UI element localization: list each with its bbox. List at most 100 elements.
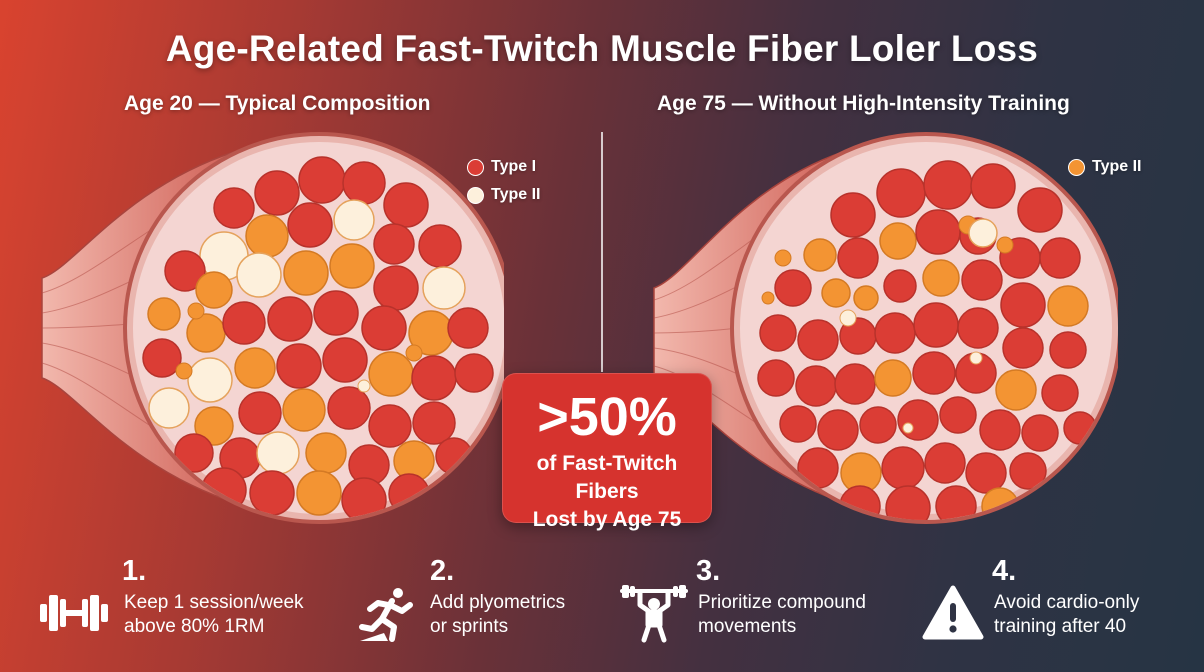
age-20-fiber bbox=[454, 353, 494, 393]
tip-line-1: Prioritize compound bbox=[698, 592, 866, 613]
age-20-fiber bbox=[373, 223, 415, 265]
age-20-fiber bbox=[222, 301, 266, 345]
callout-line-2: Lost by Age 75 bbox=[532, 508, 682, 531]
age-20-fiber bbox=[147, 297, 181, 331]
age-20-fiber bbox=[412, 401, 456, 445]
loss-callout-box: >50% of Fast-Twitch Fibers Lost by Age 7… bbox=[502, 373, 712, 531]
age-75-fiber bbox=[874, 312, 916, 354]
age-75-fiber bbox=[837, 237, 879, 279]
fiber-group-age-20 bbox=[142, 156, 494, 520]
tip-text: Keep 1 session/week above 80% 1RM bbox=[124, 591, 304, 639]
age-20-fiber bbox=[142, 338, 182, 378]
age-75-fiber bbox=[923, 160, 973, 210]
callout-description: of Fast-Twitch Fibers Lost by Age 75 bbox=[503, 450, 711, 534]
legend-type-2-left: Type II bbox=[467, 186, 541, 204]
age-75-fiber bbox=[969, 351, 983, 365]
legend-label-type-2-left: Type II bbox=[491, 186, 541, 203]
age-75-fiber bbox=[915, 209, 961, 255]
age-20-fiber bbox=[357, 379, 371, 393]
age-20-fiber bbox=[341, 477, 387, 520]
tip-number: 1. bbox=[122, 555, 147, 587]
age-20-fiber bbox=[411, 355, 457, 401]
age-75-fiber bbox=[979, 409, 1021, 451]
age-20-fiber bbox=[186, 313, 226, 353]
age-20-fiber bbox=[213, 187, 255, 229]
legend-label-type-2-right: Type II bbox=[1092, 158, 1142, 175]
age-75-fiber bbox=[853, 285, 879, 311]
tip-line-2: above 80% 1RM bbox=[124, 616, 265, 637]
age-75-fiber bbox=[1000, 282, 1046, 328]
dumbbell-icon bbox=[40, 595, 108, 631]
age-75-fiber bbox=[834, 363, 876, 405]
age-75-fiber bbox=[1047, 285, 1089, 327]
age-20-fiber bbox=[422, 266, 466, 310]
age-20-fiber bbox=[368, 404, 412, 448]
panel-divider bbox=[601, 132, 603, 372]
panel-heading-age-20: Age 20 — Typical Composition bbox=[124, 92, 431, 115]
age-20-fiber bbox=[249, 470, 295, 516]
age-20-fiber bbox=[313, 290, 359, 336]
legend-swatch-type-2-pale bbox=[467, 186, 484, 204]
age-20-fiber bbox=[368, 351, 414, 397]
age-20-fiber bbox=[333, 199, 375, 241]
age-75-fiber bbox=[883, 269, 917, 303]
legend-type-2-right: Type II bbox=[1068, 158, 1142, 176]
age-20-fiber bbox=[254, 170, 300, 216]
legend-swatch-type-2-orange bbox=[1068, 158, 1085, 176]
age-75-fiber bbox=[970, 163, 1016, 209]
tip-number: 4. bbox=[992, 555, 1017, 587]
age-20-fiber bbox=[418, 224, 462, 268]
tip-line-1: Add plyometrics bbox=[430, 592, 566, 613]
age-75-fiber bbox=[803, 238, 837, 272]
age-20-fiber bbox=[195, 271, 233, 309]
panel-heading-age-75: Age 75 — Without High-Intensity Training bbox=[657, 92, 1070, 115]
tip-line-2: training after 40 bbox=[994, 616, 1127, 637]
age-20-fiber bbox=[276, 343, 322, 389]
muscle-cross-section-age-75 bbox=[653, 132, 1118, 524]
age-20-fiber bbox=[256, 431, 300, 475]
warning-icon bbox=[922, 585, 984, 640]
age-75-fiber bbox=[968, 218, 998, 248]
age-20-fiber bbox=[296, 470, 342, 516]
age-75-fiber bbox=[922, 259, 960, 297]
age-20-fiber bbox=[342, 161, 386, 205]
fiber-group-age-75 bbox=[757, 160, 1097, 520]
age-75-fiber bbox=[1017, 187, 1063, 233]
age-20-fiber bbox=[164, 250, 206, 292]
age-75-fiber bbox=[795, 365, 837, 407]
weightlifter-icon bbox=[620, 585, 688, 643]
tip-line-1: Keep 1 session/week bbox=[124, 592, 304, 613]
age-20-fiber bbox=[298, 156, 346, 204]
age-75-fiber bbox=[1002, 327, 1044, 369]
age-75-fiber bbox=[779, 405, 817, 443]
age-75-fiber bbox=[1049, 331, 1087, 369]
age-20-fiber bbox=[287, 202, 333, 248]
legend-label-type-1: Type I bbox=[491, 158, 537, 175]
age-20-fiber bbox=[234, 347, 276, 389]
age-75-fiber bbox=[859, 406, 897, 444]
age-20-fiber bbox=[405, 344, 423, 362]
age-20-fiber bbox=[148, 387, 190, 429]
age-20-fiber bbox=[447, 307, 489, 349]
age-75-fiber bbox=[774, 249, 792, 267]
age-20-fiber bbox=[305, 432, 347, 474]
age-20-fiber bbox=[329, 243, 375, 289]
tip-line-2: movements bbox=[698, 616, 797, 637]
age-20-fiber bbox=[238, 391, 282, 435]
age-20-fiber bbox=[327, 386, 371, 430]
age-75-fiber bbox=[897, 399, 939, 441]
age-75-fiber bbox=[879, 222, 917, 260]
age-20-fiber bbox=[174, 433, 214, 473]
age-75-fiber bbox=[757, 359, 795, 397]
callout-line-1: of Fast-Twitch Fibers bbox=[536, 452, 678, 503]
tip-number: 2. bbox=[430, 555, 455, 587]
age-75-fiber bbox=[912, 351, 956, 395]
tip-number: 3. bbox=[696, 555, 721, 587]
age-20-fiber bbox=[175, 362, 193, 380]
age-75-fiber bbox=[1009, 452, 1047, 490]
age-20-fiber bbox=[361, 305, 407, 351]
age-20-fiber bbox=[245, 214, 289, 258]
age-75-fiber bbox=[996, 236, 1014, 254]
age-75-fiber bbox=[876, 168, 926, 218]
age-75-fiber bbox=[774, 269, 812, 307]
